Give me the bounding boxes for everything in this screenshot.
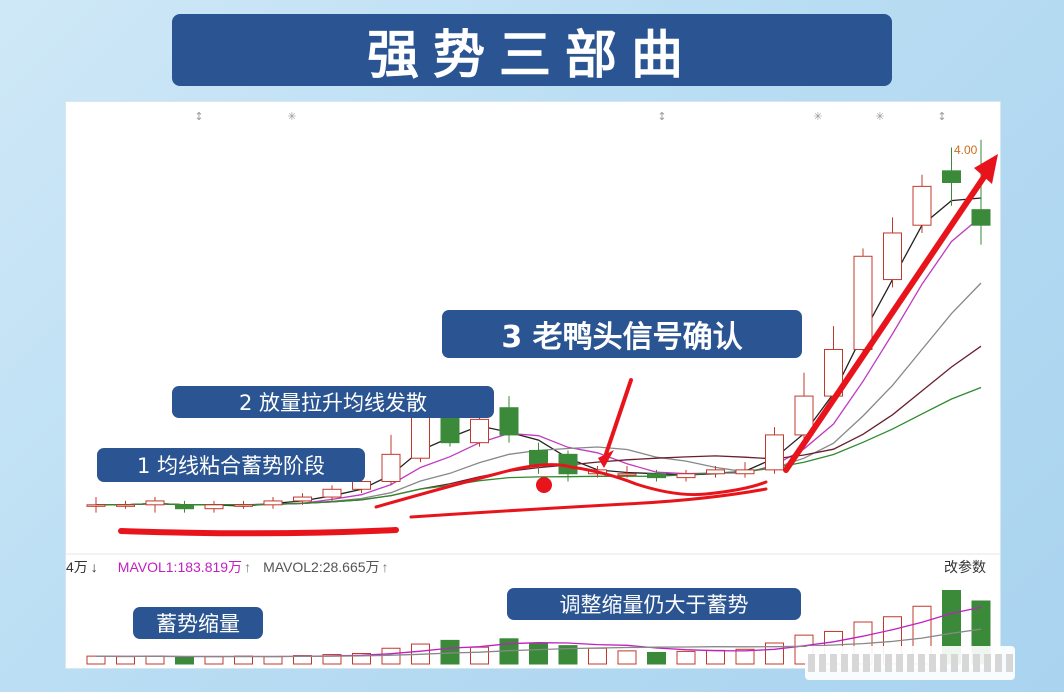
up-arrow-icon: ↑	[244, 559, 252, 575]
volume-right-label: 调整缩量仍大于蓄势	[507, 588, 801, 620]
candle-body	[381, 453, 401, 483]
volume-bar	[617, 650, 637, 665]
pointer-arrow-shaft	[604, 378, 633, 456]
candle-body	[971, 209, 991, 226]
volume-bar	[735, 648, 755, 665]
mavol2-value: MAVOL2:28.665万	[263, 559, 380, 575]
candle-body	[912, 185, 932, 226]
price-top-label: 4.00	[954, 143, 978, 157]
stage2-label: 2 放量拉升均线发散	[172, 386, 494, 418]
event-marker-icon: ↕	[194, 110, 203, 123]
candle-body	[293, 496, 312, 502]
volume-bar	[293, 655, 312, 665]
candle-body	[794, 395, 814, 436]
candle-body	[175, 504, 194, 510]
rally-arrowhead	[974, 154, 998, 184]
mavol2-line	[95, 628, 982, 658]
candle-body	[234, 504, 253, 507]
event-marker-icon: ↕	[937, 110, 946, 123]
candle-body	[617, 473, 637, 476]
kline-chart: ↕ ✳ ↕ ✳ ✳ ↕ 4.00	[66, 110, 1000, 665]
volume-bar	[116, 656, 135, 665]
candle-body	[411, 414, 430, 459]
candle-body	[470, 418, 489, 444]
duck-head-outline-annotation	[374, 463, 768, 509]
candle-body	[116, 504, 135, 507]
volume-bar	[558, 645, 578, 665]
volume-bar	[529, 642, 548, 665]
candle-body	[263, 500, 283, 506]
volume-bar	[588, 647, 607, 665]
stage3-label: 3 老鸭头信号确认	[442, 310, 802, 358]
volume-bars	[86, 590, 991, 665]
ma-trace-annotation	[409, 487, 768, 519]
stage1-label: 1 均线粘合蓄势阶段	[97, 448, 365, 482]
event-marker-icon: ↕	[657, 110, 666, 123]
page-title: 强势三部曲	[172, 14, 892, 86]
volume-bar	[204, 656, 224, 665]
candle-body	[145, 500, 165, 506]
volume-bar	[647, 651, 666, 665]
candle-body	[647, 473, 666, 479]
candle-body	[883, 232, 902, 281]
volume-bar	[676, 650, 696, 665]
candle-body	[322, 488, 342, 498]
candle-body	[942, 170, 961, 183]
event-marker-icon: ✳	[813, 110, 822, 123]
volume-unit: 4万	[66, 559, 88, 575]
volume-bar	[706, 649, 725, 665]
event-marker-icon: ✳	[875, 110, 884, 123]
candle-body	[765, 434, 784, 471]
candle-body	[499, 407, 519, 436]
candle-body	[204, 504, 224, 510]
volume-bar	[234, 655, 253, 665]
signal-dot-annotation	[536, 477, 552, 493]
pointer-arrowhead	[598, 450, 614, 468]
candle-body	[735, 469, 755, 475]
volume-bar	[86, 655, 106, 665]
volume-bar	[145, 655, 165, 665]
down-arrow-icon: ↓	[90, 559, 98, 575]
candle-body	[853, 255, 873, 350]
volume-bar	[322, 654, 342, 665]
up-arrow-icon: ↑	[381, 559, 389, 575]
chart-panel: ↕ ✳ ↕ ✳ ✳ ↕ 4.00	[66, 102, 1000, 668]
volume-indicator-header: 4万 ↓ MAVOL1:183.819万 ↑ MAVOL2:28.665万 ↑ …	[66, 554, 1000, 580]
grid-lines: ↕ ✳ ↕ ✳ ✳ ↕	[66, 110, 1000, 555]
mavol1-value: MAVOL1:183.819万	[117, 559, 243, 575]
volume-bar	[352, 653, 371, 665]
volume-bar	[381, 647, 401, 665]
volume-bar	[175, 656, 194, 665]
volume-bar	[470, 646, 489, 665]
candle-body	[352, 481, 371, 490]
rally-arrow-shaft	[783, 171, 989, 473]
volume-bar	[263, 656, 283, 665]
candle-body	[86, 504, 106, 507]
candle-body	[706, 469, 725, 475]
annotations	[118, 154, 998, 537]
watermark	[805, 646, 1015, 680]
candle-body	[676, 473, 696, 479]
change-params-button[interactable]: 改参数	[944, 559, 986, 575]
event-marker-icon: ✳	[287, 110, 296, 123]
volume-left-label: 蓄势缩量	[133, 607, 263, 639]
base-underline-annotation	[118, 527, 399, 537]
